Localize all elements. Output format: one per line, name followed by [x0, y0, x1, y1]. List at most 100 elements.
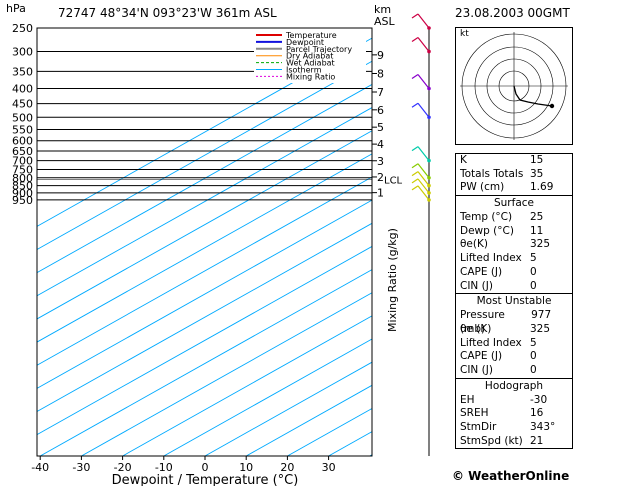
temperature-tick-label: -40 [31, 461, 49, 474]
hodograph-unit-label: kt [460, 29, 469, 39]
stmdir-row: StmDir 343° [460, 421, 556, 433]
legend-entry: Parcel Trajectory [286, 45, 352, 54]
wet-adiabat-line [605, 23, 628, 207]
height-tick-label: 4 [377, 138, 384, 151]
index-row-pw: PW (cm) 1.69 [460, 181, 554, 194]
temperature-tick-label: 0 [202, 461, 209, 474]
surface-section: Surface Temp (°C) 25 Dewp (°C) 11 θe(K) 325… [456, 195, 572, 293]
pressure-tick-label: 800 [12, 172, 33, 185]
wind-barb-flag [411, 171, 419, 177]
height-tick-label: 2 [377, 171, 384, 184]
legend-entry: Isotherm [286, 66, 322, 75]
height-tick-label: 8 [377, 68, 384, 81]
eh-row: EH -30 [460, 393, 548, 406]
legend-entry: Dewpoint [286, 38, 324, 47]
index-row-k: K 15 [460, 154, 544, 166]
height-tick-label: 9 [377, 49, 384, 62]
hodograph-panel: kt [455, 27, 573, 145]
temperature-tick-label: 20 [280, 461, 294, 474]
surface-cin-row: CIN (J) 0 [460, 279, 537, 292]
wind-barb-flag [411, 178, 419, 184]
wind-barb-shaft [417, 74, 430, 89]
mixing-ratio-line [579, 139, 629, 207]
wind-barb-shaft [417, 13, 430, 29]
height-tick-label: 1 [377, 187, 384, 200]
most-unstable-title: Most Unstable [476, 295, 552, 308]
pressure-tick-label: 850 [12, 180, 33, 193]
wind-barb-flag [411, 146, 419, 152]
most-unstable-section: Most Unstable Pressure (mb) 977 θe (K) 325… [456, 293, 572, 377]
pressure-tick-label: 500 [12, 111, 33, 124]
isotherm-line [37, 222, 372, 413]
surface-li-row: Lifted Index 5 [460, 252, 537, 265]
surface-title: Surface [493, 197, 534, 210]
wind-barb-flag [411, 13, 419, 19]
lcl-label: LCL [384, 175, 403, 186]
pressure-tick-label: 600 [12, 135, 33, 148]
legend-entry: Wet Adiabat [286, 59, 335, 68]
x-axis-title: Dewpoint / Temperature (°C) [112, 473, 299, 486]
asl-unit-label: ASL [374, 15, 395, 28]
wind-barb-shaft [417, 178, 430, 194]
hodograph-indices-section: Hodograph EH -30 SREH 16 StmDir 343° StmSpd… [456, 377, 572, 449]
hodograph-title: Hodograph [484, 379, 544, 392]
hodograph-end-marker [549, 103, 555, 109]
isotherm-line [39, 269, 372, 456]
wind-barb-shaft [417, 37, 430, 52]
pressure-tick-label: 700 [12, 155, 33, 168]
sreh-row: SREH 16 [460, 407, 544, 420]
wind-barb-shaft [417, 185, 430, 201]
isotherm-line [37, 153, 372, 343]
isotherm-line [37, 107, 372, 297]
hpa-unit-label: hPa [6, 2, 26, 15]
wind-barb-shaft [417, 102, 430, 118]
wind-barb-flag [411, 185, 419, 191]
hodograph-plot [460, 32, 568, 140]
isotherm-line [37, 83, 372, 274]
mixing-ratio-axis-title: Mixing Ratio (g/kg) [386, 228, 399, 332]
mu-pressure-row: Pressure (mb) 977 [460, 309, 552, 335]
isotherm-line [37, 60, 372, 250]
mu-theta-row: θe (K) 325 [460, 322, 551, 335]
temperature-tick-label: 10 [239, 461, 253, 474]
isotherm-line [163, 338, 372, 456]
mixing-ratio-line [614, 139, 629, 207]
surface-temp-row: Temp (°C) 25 [460, 211, 544, 224]
isotherm-line [37, 245, 372, 436]
mu-li-row: Lifted Index 5 [460, 336, 537, 349]
pressure-tick-label: 650 [12, 145, 33, 158]
surface-theta-row: θe(K) 325 [460, 238, 551, 251]
dry-adiabat-line [567, 23, 608, 207]
observation-datetime: 23.08.2003 00GMT [455, 6, 570, 20]
index-row-totals: Totals Totals 35 [460, 167, 544, 180]
wind-barb-shaft [417, 146, 430, 161]
wind-barb-flag [411, 102, 419, 108]
pressure-tick-label: 300 [12, 45, 33, 58]
height-tick-label: 6 [377, 104, 384, 117]
temperature-tick-label: -10 [155, 461, 173, 474]
pressure-tick-label: 450 [12, 98, 33, 111]
station-info: 72747 48°34'N 093°23'W 361m ASL [58, 6, 277, 20]
pressure-tick-label: 250 [12, 22, 33, 35]
surface-cape-row: CAPE (J) 0 [460, 265, 537, 278]
wind-barb-shaft [417, 163, 430, 179]
isotherm-line [37, 176, 372, 366]
surface-dewp-row: Dewp (°C) 11 [460, 224, 544, 237]
pressure-tick-label: 950 [12, 194, 33, 207]
plot-frame [36, 27, 373, 457]
legend-entry: Temperature [285, 31, 337, 40]
pressure-tick-label: 750 [12, 163, 33, 176]
wind-barb-flag [411, 74, 419, 80]
copyright-notice: © WeatherOnline [452, 469, 570, 483]
isotherm-line [122, 315, 372, 456]
legend-entry: Mixing Ratio [286, 72, 335, 81]
temperature-tick-label: -20 [114, 461, 132, 474]
hodograph-trace [513, 85, 553, 107]
temperature-tick-label: 30 [322, 461, 336, 474]
isotherm-line [204, 361, 372, 456]
isotherm-line [37, 130, 372, 320]
height-tick-label: 3 [377, 155, 384, 168]
pressure-tick-label: 400 [12, 83, 33, 96]
